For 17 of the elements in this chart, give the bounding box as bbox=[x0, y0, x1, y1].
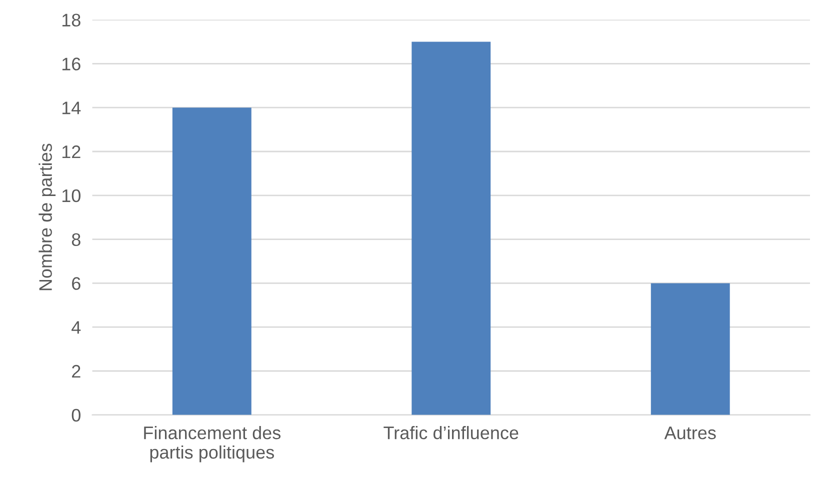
bar bbox=[412, 42, 491, 415]
y-tick-label: 0 bbox=[72, 408, 80, 422]
bar bbox=[650, 283, 730, 415]
y-tick-label: 10 bbox=[62, 189, 80, 202]
bar bbox=[172, 108, 252, 415]
x-tick-label: Trafic d’influence bbox=[384, 426, 518, 440]
x-tick-label: Financement des partis politiques bbox=[144, 426, 281, 462]
y-axis-title: Nombre de parties bbox=[38, 144, 56, 290]
y-tick-label: 6 bbox=[72, 277, 80, 290]
y-tick-label: 4 bbox=[72, 321, 81, 334]
y-tick-label: 12 bbox=[62, 145, 80, 158]
y-tick-label: 14 bbox=[62, 102, 81, 114]
y-tick-label: 18 bbox=[62, 14, 80, 27]
x-tick-label: Autres bbox=[664, 426, 716, 440]
y-tick-label: 16 bbox=[62, 58, 80, 70]
y-tick-label: 2 bbox=[72, 364, 80, 378]
y-tick-label: 8 bbox=[72, 233, 80, 246]
